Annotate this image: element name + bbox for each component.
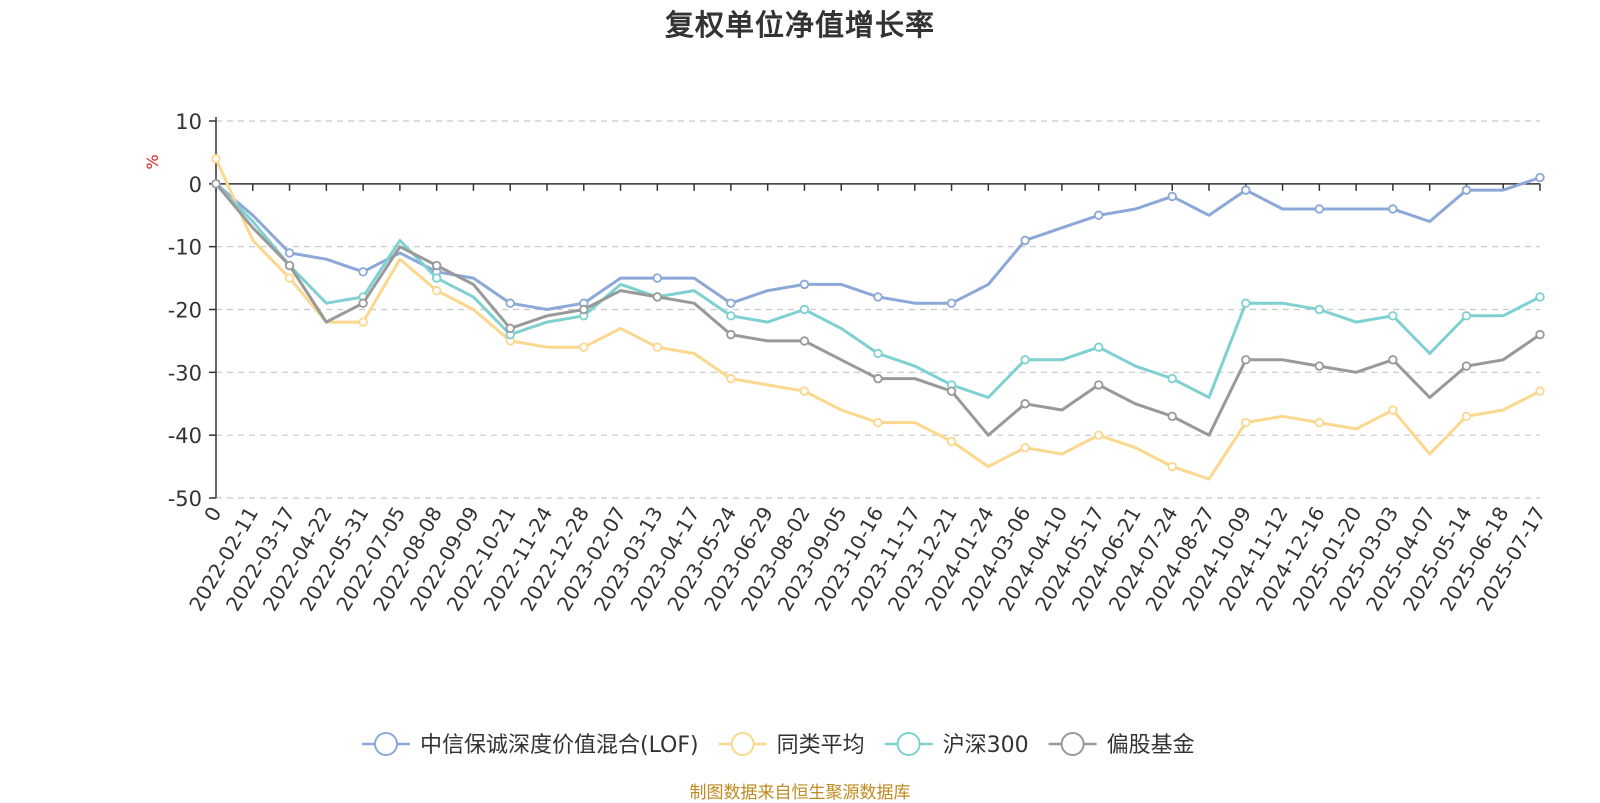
series-point (1167, 411, 1177, 422)
series-point (1535, 292, 1545, 302)
series-point (652, 342, 663, 352)
series-point (1388, 355, 1398, 365)
series-lines (211, 153, 1545, 481)
series-point (211, 179, 221, 189)
series-point (1535, 386, 1545, 396)
series-point (1535, 172, 1545, 183)
legend-marker (896, 732, 921, 756)
series-point (1461, 311, 1472, 321)
series-point (284, 273, 295, 283)
series-point (726, 298, 736, 308)
series-point (799, 386, 810, 396)
series-point (1093, 210, 1104, 220)
y-axis-label: % (143, 154, 162, 169)
series-point (873, 348, 883, 359)
y-axis: 10 0 -10 -20 -30 -40 -50 (168, 110, 217, 511)
x-axis: 02022-02-112022-03-172022-04-222022-05-3… (184, 183, 1550, 615)
series-point (1388, 405, 1398, 415)
series-point (726, 311, 736, 321)
series-point (726, 329, 736, 340)
legend-item-2[interactable]: 沪深300 (884, 732, 1029, 758)
y-tick-label: -30 (168, 361, 202, 385)
series-point (873, 292, 883, 302)
series-line-1 (214, 157, 1542, 481)
series-point (946, 298, 957, 308)
series-point (211, 153, 221, 164)
series-point (1535, 329, 1545, 340)
series-point (358, 317, 368, 327)
series-point (799, 336, 810, 346)
series-point (505, 323, 515, 334)
series-point (1314, 204, 1325, 214)
series-line-0 (214, 176, 1542, 311)
series-point (1314, 361, 1325, 371)
series-point (1461, 411, 1472, 422)
series-point (358, 298, 368, 308)
series-point (652, 292, 663, 302)
series-point (726, 373, 736, 384)
chart-title: 复权单位净值增长率 (664, 8, 935, 42)
series-point (1093, 342, 1104, 352)
series-point (284, 248, 295, 258)
series-point (1020, 443, 1030, 453)
series-point (946, 436, 957, 447)
series-point (1167, 191, 1177, 202)
series-point (1093, 430, 1104, 440)
legend-item-1[interactable]: 同类平均 (718, 732, 865, 758)
legend[interactable]: 中信保诚深度价值混合(LOF) 同类平均 沪深300 偏股基金 (362, 732, 1195, 758)
legend-marker (1060, 732, 1085, 756)
y-tick-label: -40 (168, 424, 202, 448)
x-tick-label: 0 (199, 503, 226, 526)
series-point (1388, 204, 1398, 214)
series-point (1093, 380, 1104, 390)
series-point (1241, 298, 1251, 308)
series-point (799, 279, 810, 290)
legend-label: 中信保诚深度价值混合(LOF) (420, 733, 699, 758)
series-point (873, 417, 883, 428)
grid-lines (216, 120, 1540, 499)
series-point (799, 304, 810, 315)
series-point (284, 260, 295, 271)
series-point (1241, 355, 1251, 365)
y-tick-label: -10 (168, 236, 202, 260)
series-point (652, 273, 663, 283)
series-point (1241, 417, 1251, 428)
series-point (1314, 304, 1325, 315)
legend-marker (730, 732, 755, 756)
series-point (1020, 355, 1030, 365)
y-tick-label: -50 (168, 487, 202, 511)
legend-item-0[interactable]: 中信保诚深度价值混合(LOF) (362, 732, 699, 758)
series-point (946, 386, 957, 396)
legend-label: 沪深300 (943, 733, 1029, 758)
series-point (1167, 461, 1177, 472)
series-point (505, 298, 515, 308)
legend-label: 偏股基金 (1107, 733, 1195, 758)
series-point (1167, 373, 1177, 384)
y-tick-label: 10 (175, 110, 202, 134)
series-point (1388, 311, 1398, 321)
series-point (1314, 417, 1325, 428)
y-tick-label: -20 (168, 299, 202, 323)
series-point (431, 273, 442, 283)
series-point (1461, 185, 1472, 195)
legend-label: 同类平均 (777, 733, 865, 758)
source-note: 制图数据来自恒生聚源数据库 (689, 783, 911, 803)
series-point (1461, 361, 1472, 371)
series-point (1241, 185, 1251, 195)
series-point (579, 342, 589, 352)
series-point (358, 267, 368, 277)
legend-marker (374, 732, 398, 756)
legend-item-3[interactable]: 偏股基金 (1048, 732, 1195, 758)
series-point (1020, 235, 1030, 246)
series-line-2 (214, 182, 1542, 399)
series-point (431, 260, 442, 271)
series-point (431, 285, 442, 296)
series-point (1020, 399, 1030, 409)
series-point (579, 304, 589, 315)
series-point (873, 373, 883, 384)
y-tick-label: 0 (189, 173, 202, 197)
